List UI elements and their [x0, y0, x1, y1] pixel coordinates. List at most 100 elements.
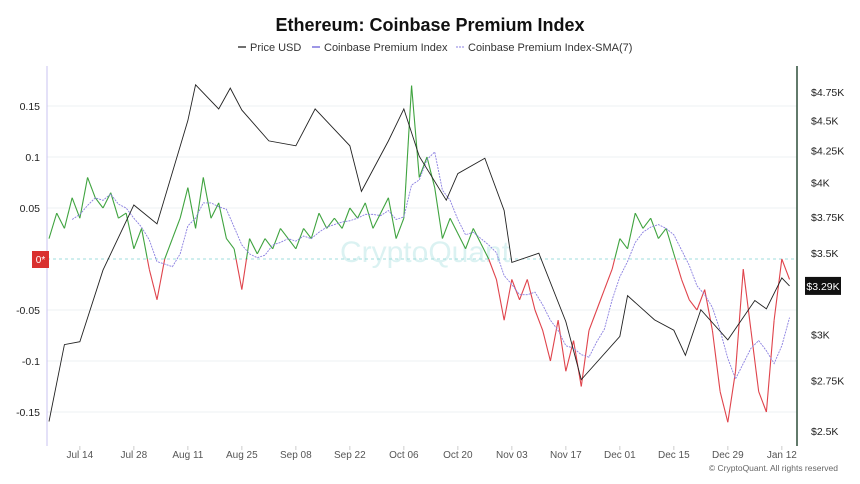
- right-tick-label: $4.25K: [811, 146, 844, 158]
- premium-segment: [627, 212, 636, 249]
- watermark: CryptoQuant: [340, 236, 511, 269]
- premium-segment: [596, 289, 605, 311]
- legend-label-sma: Coinbase Premium Index-SMA(7): [468, 42, 632, 54]
- x-tick-label: Sep 08: [280, 450, 312, 461]
- x-tick-label: Aug 11: [172, 450, 203, 461]
- x-tick-label: Jan 12: [767, 450, 797, 461]
- premium-segment: [480, 243, 490, 260]
- premium-segment: [156, 258, 166, 300]
- premium-segment: [665, 228, 675, 255]
- right-tick-label: $2.5K: [811, 426, 838, 438]
- premium-segment: [249, 238, 258, 255]
- premium-segment: [488, 258, 497, 280]
- premium-segment: [426, 156, 436, 188]
- premium-segment: [588, 309, 598, 331]
- premium-segment: [395, 218, 405, 239]
- premium-segment: [110, 192, 119, 219]
- legend-item-price[interactable]: Price USD: [238, 42, 301, 54]
- premium-segment: [681, 279, 690, 300]
- premium-segment: [526, 279, 536, 311]
- premium-segment: [380, 197, 389, 214]
- legend-item-premium[interactable]: Coinbase Premium Index: [312, 42, 448, 54]
- premium-segment: [511, 279, 521, 300]
- premium-segment: [318, 212, 328, 229]
- premium-segment: [781, 258, 791, 280]
- premium-segment: [765, 320, 775, 413]
- premium-segment: [364, 202, 374, 229]
- premium-segment: [372, 212, 382, 229]
- legend-label-price: Price USD: [250, 42, 301, 54]
- premium-segment: [465, 228, 474, 249]
- legend: Price USD Coinbase Premium Index Coinbas…: [238, 42, 632, 54]
- x-tick-label: Aug 25: [226, 450, 258, 461]
- premium-segment: [673, 253, 676, 260]
- right-tick-label: $2.75K: [811, 376, 844, 388]
- premium-segment: [403, 85, 413, 219]
- premium-segment: [303, 228, 312, 239]
- x-tick-label: Dec 29: [712, 450, 744, 461]
- premium-segment: [758, 391, 767, 413]
- premium-segment: [557, 320, 567, 372]
- premium-segment: [657, 228, 667, 239]
- right-tick-label: $3.75K: [811, 212, 844, 224]
- premium-segment: [202, 177, 212, 219]
- zero-badge-label: 0*: [36, 255, 46, 266]
- premium-segment: [418, 156, 428, 178]
- premium-segment: [195, 177, 204, 229]
- premium-segment: [696, 289, 706, 311]
- x-tick-label: Dec 15: [658, 450, 690, 461]
- premium-segment: [619, 238, 628, 250]
- premium-segment: [411, 85, 420, 178]
- legend-item-sma[interactable]: Coinbase Premium Index-SMA(7): [456, 42, 632, 54]
- right-tick-label: $4K: [811, 178, 830, 190]
- x-tick-label: Oct 20: [443, 450, 473, 461]
- premium-segment: [549, 320, 559, 362]
- premium-segment: [264, 238, 274, 250]
- premium-segment: [56, 212, 65, 229]
- premium-segment: [719, 391, 729, 423]
- premium-segment: [603, 269, 613, 290]
- premium-segment: [63, 197, 73, 229]
- right-tick-label: $4.75K: [811, 87, 844, 99]
- premium-segment: [48, 212, 58, 239]
- premium-segment: [611, 258, 616, 270]
- x-tick-label: Sep 22: [334, 450, 366, 461]
- premium-segment: [218, 202, 227, 239]
- premium-segment: [241, 258, 248, 290]
- premium-segment: [133, 228, 143, 249]
- premium-segment: [457, 233, 467, 250]
- premium-segment: [349, 207, 358, 219]
- x-tick-label: Jul 14: [67, 450, 94, 461]
- premium-segment: [341, 207, 351, 229]
- premium-segment: [434, 187, 443, 239]
- premium-segment: [773, 258, 783, 321]
- premium-segment: [734, 269, 744, 372]
- premium-segment: [179, 187, 189, 219]
- premium-segment: [519, 279, 528, 300]
- copyright: © CryptoQuant. All rights reserved: [709, 463, 838, 473]
- premium-segment: [674, 258, 683, 280]
- x-tick-label: Jul 28: [121, 450, 148, 461]
- x-tick-label: Nov 17: [550, 450, 582, 461]
- premium-segment: [225, 238, 235, 250]
- premium-segment: [310, 212, 320, 239]
- premium-segment: [87, 177, 96, 198]
- premium-segment: [146, 258, 150, 270]
- premium-segment: [704, 289, 713, 331]
- premium-segment: [235, 258, 243, 290]
- premium-segment: [256, 238, 266, 255]
- premium-segment: [210, 202, 220, 219]
- sma-line: [71, 150, 790, 380]
- premium-segment: [580, 330, 590, 387]
- premium-segment: [542, 330, 551, 362]
- premium-segment: [357, 202, 366, 219]
- premium-segment: [245, 238, 251, 260]
- premium-segment: [727, 371, 737, 423]
- premium-segment: [503, 279, 513, 321]
- premium-segment: [141, 228, 148, 260]
- x-tick-label: Oct 06: [389, 450, 419, 461]
- premium-segment: [164, 238, 173, 260]
- premium-segment: [742, 269, 752, 331]
- premium-segment: [688, 299, 698, 311]
